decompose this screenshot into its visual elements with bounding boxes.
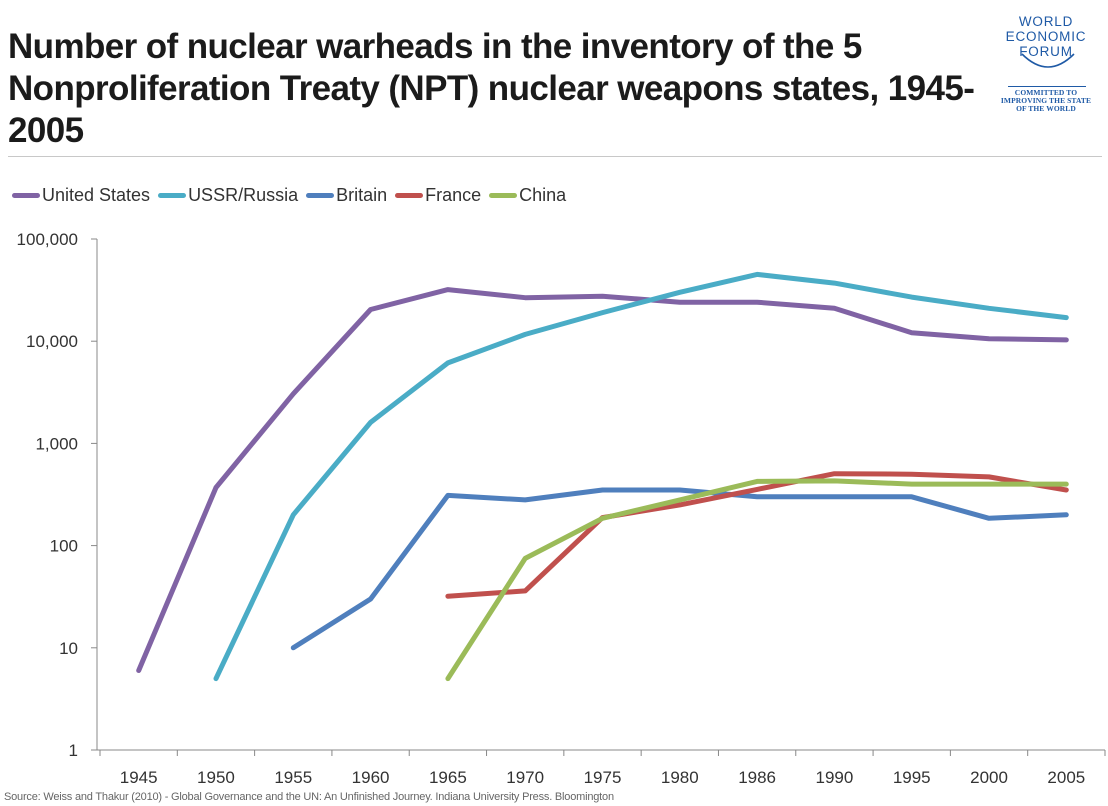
- source-note: Source: Weiss and Thakur (2010) - Global…: [4, 791, 614, 803]
- y-tick-label: 10,000: [26, 332, 78, 351]
- x-tick-label: 2005: [1047, 768, 1085, 787]
- legend-swatch-britain: [306, 192, 335, 198]
- x-tick-label: 1986: [738, 768, 776, 787]
- series-line-ussr-russia: [213, 271, 1069, 682]
- logo-tagline-3: OF THE WORLD: [1016, 104, 1076, 113]
- legend-item-britain: Britain: [306, 185, 387, 206]
- legend-swatch-united-states: [12, 192, 40, 198]
- x-tick-label: 1975: [584, 768, 622, 787]
- series-line-united-states: [136, 287, 1069, 673]
- wef-logo: WORLD ECONOMIC FORUM COMMITTED TO IMPROV…: [1001, 14, 1108, 114]
- y-tick-label: 100: [50, 537, 78, 556]
- legend-swatch-china: [489, 192, 518, 198]
- chart-title: Number of nuclear warheads in the invent…: [8, 27, 975, 150]
- y-tick-label: 1: [69, 741, 78, 760]
- legend-item-france: France: [395, 185, 481, 206]
- logo-line-1: WORLD: [1018, 14, 1074, 29]
- x-tick-label: 1960: [352, 768, 390, 787]
- legend-label-china: China: [519, 184, 567, 205]
- x-tick-label: 1990: [816, 768, 854, 787]
- legend-swatch-france: [395, 192, 424, 198]
- x-tick-label: 1965: [429, 768, 467, 787]
- logo-line-3: FORUM: [1019, 44, 1073, 59]
- x-tick-label: 2000: [970, 768, 1008, 787]
- chart-legend: United States USSR/Russia Britain France…: [12, 184, 566, 206]
- legend-label-france: France: [425, 184, 482, 205]
- x-tick-label: 1995: [893, 768, 931, 787]
- y-tick-label: 100,000: [17, 230, 78, 249]
- legend-item-china: China: [489, 185, 566, 206]
- x-tick-label: 1970: [506, 768, 544, 787]
- title-divider: [8, 156, 1102, 157]
- logo-tagline-2: IMPROVING THE STATE: [1000, 96, 1092, 105]
- series-line-china: [445, 478, 1069, 682]
- logo-arc-icon: [1021, 53, 1075, 68]
- legend-item-ussr-russia: USSR/Russia: [158, 185, 298, 206]
- y-tick-label: 10: [59, 639, 78, 658]
- x-tick-label: 1945: [120, 768, 158, 787]
- logo-divider: [1008, 86, 1086, 87]
- legend-label-britain: Britain: [336, 184, 388, 205]
- legend-item-united-states: United States: [12, 185, 150, 206]
- logo-line-2: ECONOMIC: [1005, 29, 1087, 44]
- logo-tagline-1: COMMITTED TO: [1014, 88, 1078, 97]
- x-tick-label: 1980: [661, 768, 699, 787]
- series-line-britain: [290, 487, 1069, 651]
- legend-swatch-ussr-russia: [158, 192, 187, 198]
- x-tick-label: 1950: [197, 768, 235, 787]
- x-tick-label: 1955: [274, 768, 312, 787]
- legend-label-ussr-russia: USSR/Russia: [188, 184, 299, 205]
- series-line-france: [445, 471, 1069, 599]
- legend-label-united-states: United States: [42, 184, 151, 205]
- y-tick-label: 1,000: [35, 434, 78, 453]
